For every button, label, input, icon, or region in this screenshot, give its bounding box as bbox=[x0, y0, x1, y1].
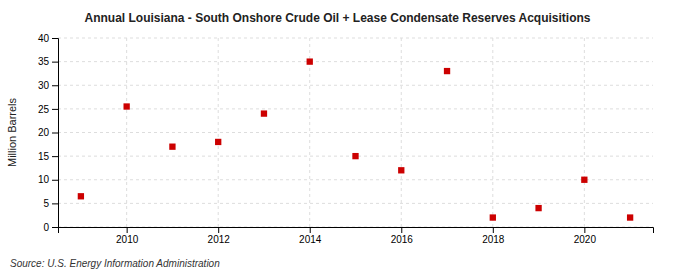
y-tick-label: 20 bbox=[38, 127, 50, 138]
chart: 2010 2012 2014 2016 2018 2020 0 5 10 15 20 25 30 35 40… bbox=[0, 0, 675, 275]
y-axis: 0 5 10 15 20 25 30 35 40 bbox=[38, 33, 59, 233]
points bbox=[78, 58, 634, 220]
x-tick-label: 2010 bbox=[116, 234, 139, 245]
grid bbox=[58, 38, 653, 227]
y-tick-mark bbox=[52, 180, 58, 181]
point bbox=[535, 205, 541, 211]
x-tick-label: 2018 bbox=[482, 234, 505, 245]
y-axis-title: Million Barrels bbox=[6, 97, 18, 167]
y-tick: 5 bbox=[43, 198, 58, 209]
point bbox=[398, 167, 404, 173]
x-tick-mark bbox=[310, 227, 311, 233]
x-tick-label: 2012 bbox=[208, 234, 231, 245]
title: Annual Louisiana - South Onshore Crude O… bbox=[85, 11, 591, 25]
point bbox=[215, 139, 221, 145]
x-tick-label: 2016 bbox=[391, 234, 414, 245]
y-tick-mark bbox=[52, 38, 58, 39]
y-tick: 20 bbox=[38, 127, 58, 138]
point bbox=[261, 110, 267, 116]
x-tick-label: 2020 bbox=[574, 234, 597, 245]
y-tick-label: 25 bbox=[38, 104, 50, 115]
point bbox=[352, 153, 358, 159]
x-axis-line bbox=[59, 228, 654, 234]
y-tick: 35 bbox=[38, 56, 58, 67]
y-tick-label: 0 bbox=[43, 222, 49, 233]
point bbox=[169, 144, 175, 150]
y-tick: 10 bbox=[38, 174, 58, 185]
y-axis-line bbox=[52, 39, 59, 228]
grid-line-y bbox=[58, 203, 653, 204]
x-tick: 2018 bbox=[482, 227, 505, 245]
y-tick-mark bbox=[52, 133, 58, 134]
point bbox=[307, 58, 313, 64]
y-tick-label: 40 bbox=[38, 33, 50, 44]
plot: 2010 2012 2014 2016 2018 2020 0 5 10 15 20 25 30 35 40 bbox=[38, 33, 654, 245]
y-tick-mark bbox=[52, 227, 58, 228]
y-tick: 25 bbox=[38, 104, 58, 115]
y-tick-mark bbox=[52, 85, 58, 86]
point bbox=[444, 68, 450, 74]
x-tick: 2014 bbox=[299, 227, 322, 245]
y-tick-label: 10 bbox=[38, 174, 50, 185]
y-tick-mark bbox=[52, 62, 58, 63]
y-tick-label: 15 bbox=[38, 151, 50, 162]
point bbox=[627, 214, 633, 220]
x-axis: 2010 2012 2014 2016 2018 2020 bbox=[59, 227, 654, 245]
x-tick: 2010 bbox=[116, 227, 139, 245]
grid-line-x bbox=[218, 38, 219, 227]
x-tick: 2012 bbox=[208, 227, 231, 245]
x-tick-mark bbox=[493, 227, 494, 233]
x-tick-mark bbox=[401, 227, 402, 233]
y-tick-label: 30 bbox=[38, 80, 50, 91]
x-tick-mark bbox=[127, 227, 128, 233]
y-tick-label: 35 bbox=[38, 56, 50, 67]
x-tick-mark bbox=[584, 227, 585, 233]
y-tick: 15 bbox=[38, 151, 58, 162]
grid-line-y bbox=[58, 179, 653, 180]
point bbox=[78, 193, 84, 199]
grid-line-y bbox=[58, 61, 653, 62]
y-tick-label: 5 bbox=[43, 198, 49, 209]
point bbox=[581, 177, 587, 183]
x-tick: 2016 bbox=[391, 227, 414, 245]
grid-line-y bbox=[58, 132, 653, 133]
x-tick-mark bbox=[218, 227, 219, 233]
x-tick: 2020 bbox=[574, 227, 597, 245]
grid-line-y bbox=[58, 38, 653, 39]
y-tick-mark bbox=[52, 109, 58, 110]
y-tick: 40 bbox=[38, 33, 58, 44]
y-tick: 30 bbox=[38, 80, 58, 91]
point bbox=[123, 103, 129, 109]
grid-line-y bbox=[58, 108, 653, 109]
grid-line-x bbox=[584, 38, 585, 227]
y-tick-mark bbox=[52, 203, 58, 204]
point bbox=[490, 214, 496, 220]
y-tick: 0 bbox=[43, 222, 58, 233]
source: Source: U.S. Energy Information Administ… bbox=[10, 258, 220, 269]
x-tick-label: 2014 bbox=[299, 234, 322, 245]
y-tick-mark bbox=[52, 156, 58, 157]
grid-line-y bbox=[58, 85, 653, 86]
